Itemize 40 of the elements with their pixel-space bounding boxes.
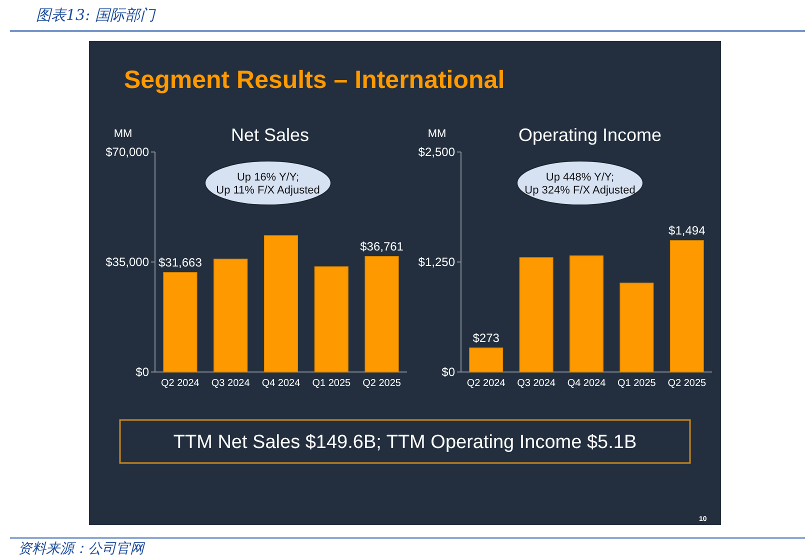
data-label: $31,663 — [158, 255, 202, 270]
y-tick-label: $0 — [136, 365, 150, 379]
x-tick-label: Q1 2025 — [312, 378, 352, 389]
x-tick-label: Q2 2024 — [161, 378, 200, 389]
x-tick-label: Q4 2024 — [262, 378, 301, 389]
bar — [364, 256, 399, 372]
y-tick-label: $2,500 — [418, 145, 456, 159]
bar — [214, 258, 248, 372]
bar — [620, 282, 654, 372]
data-label: $273 — [472, 330, 500, 345]
x-tick-label: Q2 2024 — [466, 378, 506, 389]
y-tick-label: $1,250 — [418, 255, 456, 269]
x-tick-label: Q4 2024 — [567, 378, 606, 389]
x-tick-label: Q3 2024 — [517, 378, 556, 389]
chart-title: Operating Income — [518, 125, 662, 145]
y-axis-title: MM — [428, 128, 446, 140]
x-tick-label: Q3 2024 — [211, 378, 250, 389]
bar — [469, 348, 504, 372]
bar — [570, 255, 604, 372]
data-label: $1,494 — [668, 224, 706, 238]
data-label: $36,761 — [360, 239, 404, 254]
x-tick-label: Q1 2025 — [618, 378, 656, 389]
y-axis-title: MM — [114, 128, 132, 140]
chart-title: Net Sales — [230, 125, 310, 145]
bar — [264, 235, 298, 372]
text: 资料来源：公司官网 — [18, 541, 146, 557]
bar — [314, 266, 348, 372]
bar — [163, 272, 198, 372]
annotation: Up 16% Y/Y; Up 11% F/X Adjusted — [216, 171, 320, 197]
x-tick-label: Q2 2025 — [668, 378, 707, 389]
annotation: Up 448% Y/Y; Up 324% F/X Adjusted — [524, 171, 636, 197]
bar — [670, 240, 704, 372]
y-tick-label: $70,000 — [106, 145, 150, 159]
text: Segment Results – International — [124, 66, 505, 94]
text: TTM Net Sales $149.6B; TTM Operating Income $5.1B — [173, 432, 637, 453]
text: 图表13: 国际部门 — [36, 6, 156, 24]
bar — [519, 257, 554, 372]
y-tick-label: $35,000 — [106, 255, 150, 269]
y-tick-label: $0 — [442, 365, 456, 379]
x-tick-label: Q2 2025 — [362, 378, 402, 389]
